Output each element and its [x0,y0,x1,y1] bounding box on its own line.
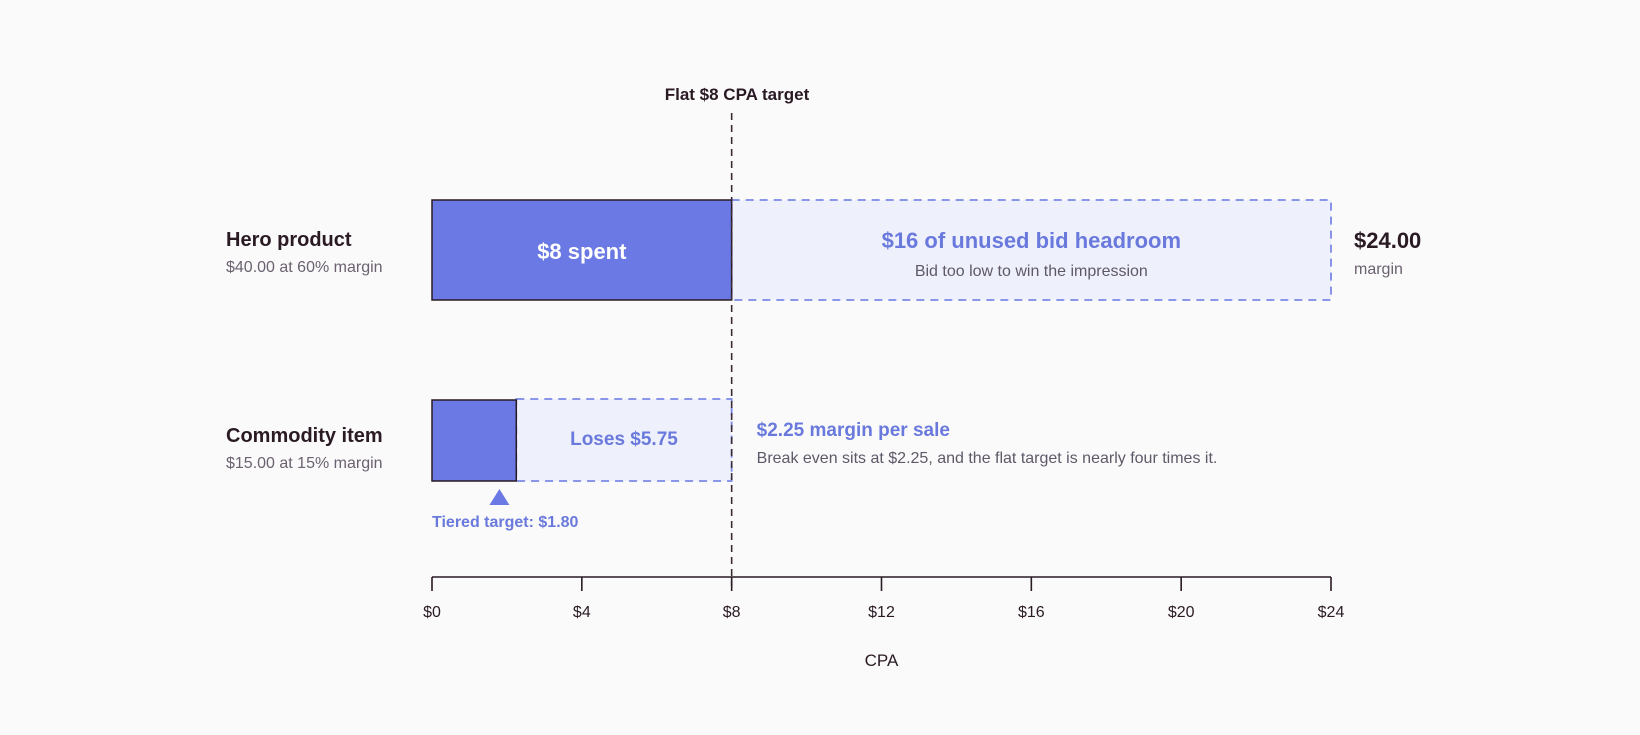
x-axis-title: CPA [865,651,899,670]
x-axis-tick-label: $16 [1018,604,1045,621]
commodity-loss-bar [515,398,733,482]
hero-spent-label: $8 spent [537,239,627,264]
hero-product-sublabel: $40.00 at 60% margin [226,259,383,276]
hero-headroom-bar [730,199,1332,301]
hero-spent-bar [431,199,733,301]
commodity-margin-bar [431,399,518,482]
tiered-target-triangle-icon [489,489,510,505]
commodity-loss-label: Loses $5.75 [570,429,678,450]
x-axis-tick-label: $8 [723,604,741,621]
hero-headroom-title: $16 of unused bid headroom [882,228,1181,253]
x-axis: $0 $4 $8 $12 $16 $20 $24 [423,576,1345,621]
hero-margin-value: $24.00 [1354,228,1421,253]
x-axis-tick-label: $12 [868,604,895,621]
reference-line-label: Flat $8 CPA target [665,85,810,104]
x-axis-tick-label: $24 [1318,604,1345,621]
bars-layer [431,199,1332,482]
tiered-target-label: Tiered target: $1.80 [432,514,579,531]
commodity-note-title: $2.25 margin per sale [757,420,950,441]
hero-product-label: Hero product [226,229,352,251]
hero-headroom-subtitle: Bid too low to win the impression [915,263,1148,280]
commodity-item-label: Commodity item [226,425,383,447]
commodity-note-subtitle: Break even sits at $2.25, and the flat t… [757,450,1218,467]
x-axis-tick-label: $20 [1168,604,1195,621]
x-axis-tick-label: $0 [423,604,441,621]
commodity-item-sublabel: $15.00 at 15% margin [226,455,383,472]
x-axis-tick-label: $4 [573,604,591,621]
hero-margin-caption: margin [1354,261,1403,278]
